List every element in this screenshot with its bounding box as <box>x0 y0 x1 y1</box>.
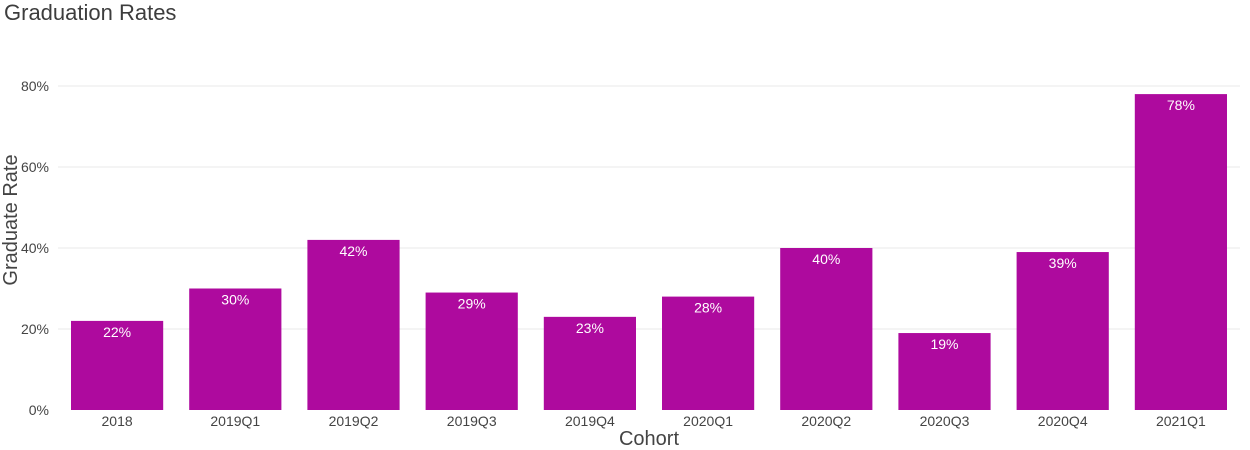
x-tick-label: 2019Q3 <box>447 413 497 429</box>
data-label-2018: 22% <box>103 324 131 340</box>
data-label-2021Q1: 78% <box>1167 97 1195 113</box>
data-label-2020Q2: 40% <box>812 251 840 267</box>
x-tick-label: 2019Q1 <box>210 413 260 429</box>
bar-2019Q4 <box>543 316 636 410</box>
x-tick-label: 2019Q4 <box>565 413 615 429</box>
data-label-2020Q4: 39% <box>1049 255 1077 271</box>
bar-2019Q1 <box>189 288 282 410</box>
x-tick-label: 2020Q1 <box>683 413 733 429</box>
bar-2018 <box>71 320 164 410</box>
data-label-2019Q1: 30% <box>221 292 249 308</box>
y-tick-label: 80% <box>21 78 49 94</box>
x-tick-label: 2020Q3 <box>920 413 970 429</box>
y-tick-label: 20% <box>21 321 49 337</box>
bar-2019Q3 <box>425 292 518 410</box>
bar-2021Q1 <box>1134 94 1227 410</box>
y-tick-label: 0% <box>29 402 49 418</box>
x-tick-label: 2019Q2 <box>329 413 379 429</box>
bar-2020Q2 <box>780 248 873 410</box>
bar-2019Q2 <box>307 239 400 410</box>
x-axis-ticks: 2018 2019Q1 2019Q2 2019Q3 2019Q4 2020Q1 2020Q2… <box>102 413 1206 429</box>
bar-2020Q4 <box>1016 252 1109 410</box>
data-label-2020Q1: 28% <box>694 300 722 316</box>
y-tick-label: 60% <box>21 159 49 175</box>
data-label-2019Q4: 23% <box>576 320 604 336</box>
x-tick-label: 2021Q1 <box>1156 413 1206 429</box>
x-tick-label: 2020Q4 <box>1038 413 1088 429</box>
bars: 22% 30% 42% 29% 23% 28% 40% 19% 39% 78% <box>71 94 1227 410</box>
x-tick-label: 2018 <box>102 413 133 429</box>
x-tick-label: 2020Q2 <box>801 413 851 429</box>
chart-title: Graduation Rates <box>4 0 177 25</box>
y-tick-label: 40% <box>21 240 49 256</box>
data-label-2019Q3: 29% <box>458 296 486 312</box>
y-axis-ticks: 0% 20% 40% 60% 80% <box>21 78 49 418</box>
data-label-2019Q2: 42% <box>339 243 367 259</box>
data-label-2020Q3: 19% <box>930 336 958 352</box>
y-axis-title: Graduate Rate <box>0 154 22 285</box>
bar-2020Q1 <box>662 296 755 410</box>
bar-2020Q3 <box>898 333 991 410</box>
x-axis-title: Cohort <box>619 428 679 450</box>
